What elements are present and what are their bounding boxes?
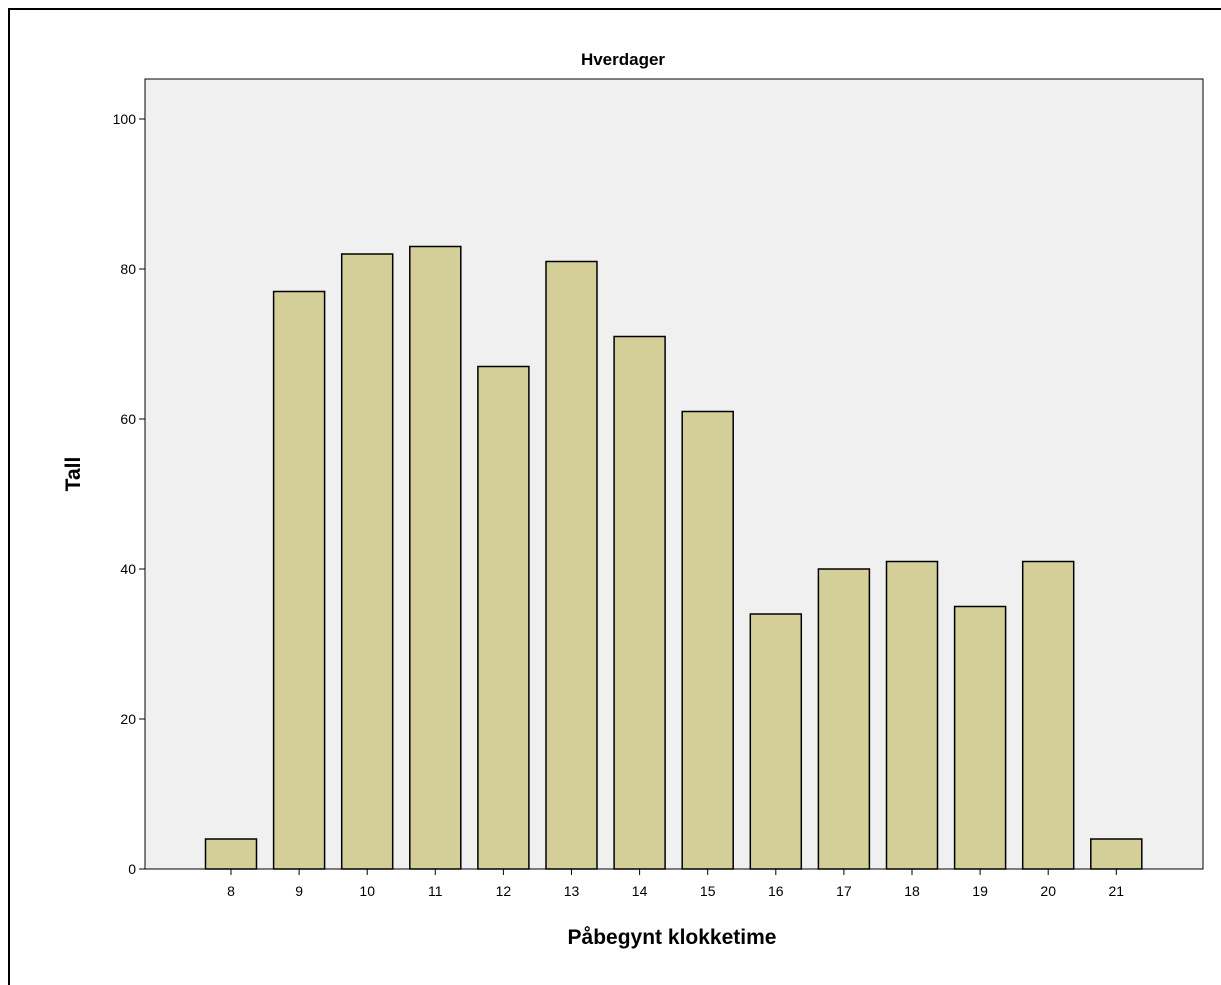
bar-8 xyxy=(204,838,258,870)
x-tick-label: 18 xyxy=(904,883,920,899)
bar-18 xyxy=(885,560,939,870)
bar-13 xyxy=(545,260,598,870)
bar-11 xyxy=(409,245,462,870)
bar-12 xyxy=(477,365,530,870)
bar-16 xyxy=(749,613,803,870)
x-tick-label: 13 xyxy=(564,883,580,899)
y-axis-title: Tall xyxy=(62,457,85,492)
x-tick-label: 21 xyxy=(1109,883,1125,899)
bar-17 xyxy=(817,568,871,870)
x-tick-label: 19 xyxy=(972,883,988,899)
y-axis: 0 20 40 60 80 100 xyxy=(113,111,145,877)
x-axis-title: Påbegynt klokketime xyxy=(568,926,777,949)
x-axis: 8 9 10 11 12 13 14 15 16 17 18 19 20 21 xyxy=(227,869,1124,899)
y-tick-label: 20 xyxy=(120,711,136,727)
x-tick-label: 9 xyxy=(295,883,303,899)
chart-frame xyxy=(8,8,1221,985)
bar-9 xyxy=(272,290,326,870)
bar-10 xyxy=(340,253,394,870)
y-tick-label: 60 xyxy=(120,411,136,427)
x-tick-label: 17 xyxy=(836,883,852,899)
bar-19 xyxy=(953,605,1007,870)
y-tick-label: 0 xyxy=(128,861,136,877)
y-tick-label: 40 xyxy=(120,561,136,577)
bar-15 xyxy=(681,410,734,870)
bars xyxy=(204,245,1143,870)
x-tick-label: 16 xyxy=(768,883,784,899)
chart-title: Hverdager xyxy=(581,50,665,69)
bar-20 xyxy=(1021,560,1075,870)
y-tick-label: 100 xyxy=(113,111,137,127)
x-tick-label: 14 xyxy=(632,883,648,899)
y-tick-label: 80 xyxy=(120,261,136,277)
x-tick-label: 8 xyxy=(227,883,235,899)
bar-21 xyxy=(1090,838,1143,870)
bar-14 xyxy=(613,335,666,870)
x-tick-label: 12 xyxy=(496,883,512,899)
x-tick-label: 10 xyxy=(359,883,375,899)
x-tick-label: 11 xyxy=(428,883,443,899)
x-tick-label: 15 xyxy=(700,883,716,899)
x-tick-label: 20 xyxy=(1040,883,1056,899)
